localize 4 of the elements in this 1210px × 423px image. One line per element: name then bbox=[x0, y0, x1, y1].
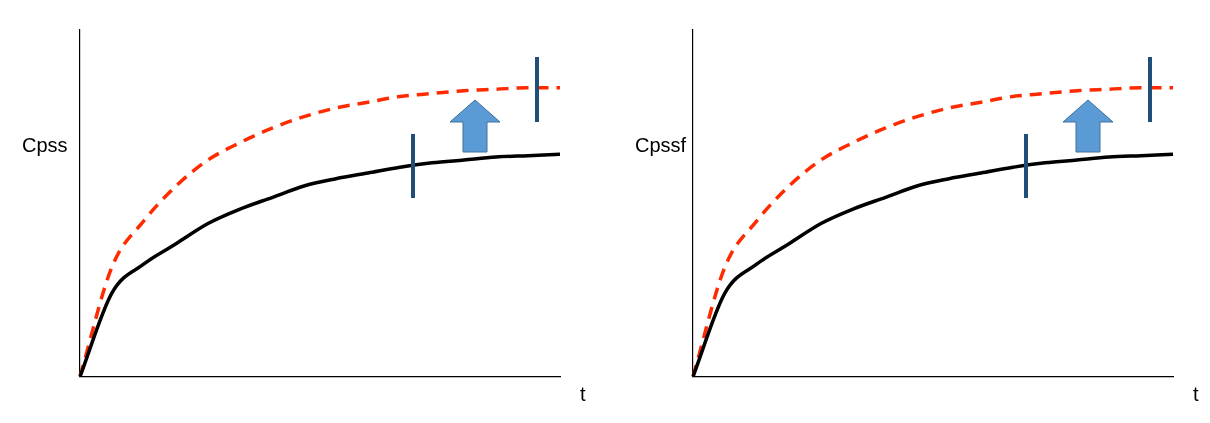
y-axis-title: Cpssf bbox=[635, 133, 687, 157]
x-axis-title: t bbox=[1193, 382, 1199, 406]
x-axis-title: t bbox=[580, 382, 586, 406]
y-axis-title: Cpss bbox=[22, 133, 68, 157]
